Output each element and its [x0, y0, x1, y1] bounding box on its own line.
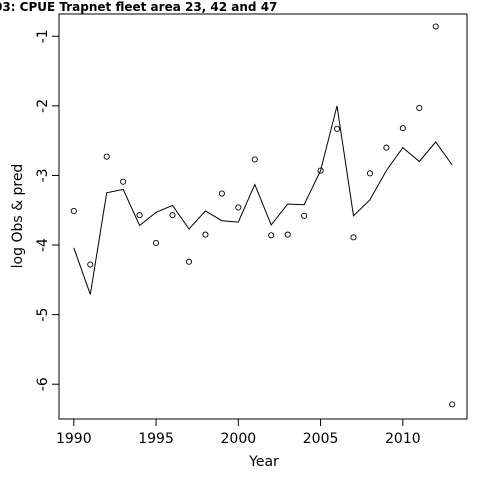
- observed-point: [268, 232, 275, 239]
- observed-point: [399, 125, 406, 132]
- observed-point: [317, 167, 324, 174]
- y-tick-label: -6: [35, 377, 51, 391]
- observed-point: [202, 231, 209, 238]
- observed-point: [120, 178, 127, 185]
- x-tick-label: 2010: [385, 431, 421, 447]
- observed-point: [333, 125, 341, 132]
- y-tick-label: -1: [35, 29, 51, 43]
- observed-point: [350, 234, 357, 241]
- observed-point: [449, 401, 456, 408]
- x-tick-label: 1995: [138, 431, 174, 447]
- observed-series: [70, 23, 456, 408]
- x-tick-label: 2000: [221, 431, 257, 447]
- predicted-line: [73, 105, 453, 295]
- y-tick-label: -5: [35, 308, 51, 322]
- y-tick-label: -2: [35, 99, 51, 113]
- observed-point: [235, 204, 242, 211]
- x-tick-label: 2005: [303, 431, 339, 447]
- observed-point: [185, 258, 193, 265]
- predicted-series: [73, 105, 453, 295]
- y-axis: -6 -5 -4 -3 -2 -1: [35, 29, 59, 391]
- observed-point: [416, 104, 423, 111]
- observed-point: [432, 23, 439, 30]
- x-axis-label: Year: [248, 454, 279, 470]
- observed-point: [251, 156, 258, 163]
- observed-point: [366, 170, 373, 177]
- y-tick-label: -3: [35, 168, 51, 182]
- observed-point: [383, 144, 390, 151]
- observed-point: [169, 212, 176, 219]
- x-tick-label: 1990: [56, 431, 92, 447]
- observed-point: [284, 231, 291, 238]
- observed-point: [218, 190, 225, 197]
- chart-title: 03: CPUE Trapnet fleet area 23, 42 and 4…: [0, 0, 277, 14]
- plot-area-frame: [58, 13, 468, 420]
- observed-point: [153, 239, 160, 246]
- y-tick-label: -4: [35, 238, 51, 252]
- observed-point: [103, 153, 110, 160]
- observed-point: [70, 207, 77, 214]
- observed-point: [136, 212, 143, 219]
- x-axis: 1990 1995 2000 2005 2010: [56, 419, 421, 447]
- observed-point: [87, 261, 94, 268]
- observed-point: [301, 212, 308, 219]
- y-axis-label: log Obs & pred: [10, 164, 26, 269]
